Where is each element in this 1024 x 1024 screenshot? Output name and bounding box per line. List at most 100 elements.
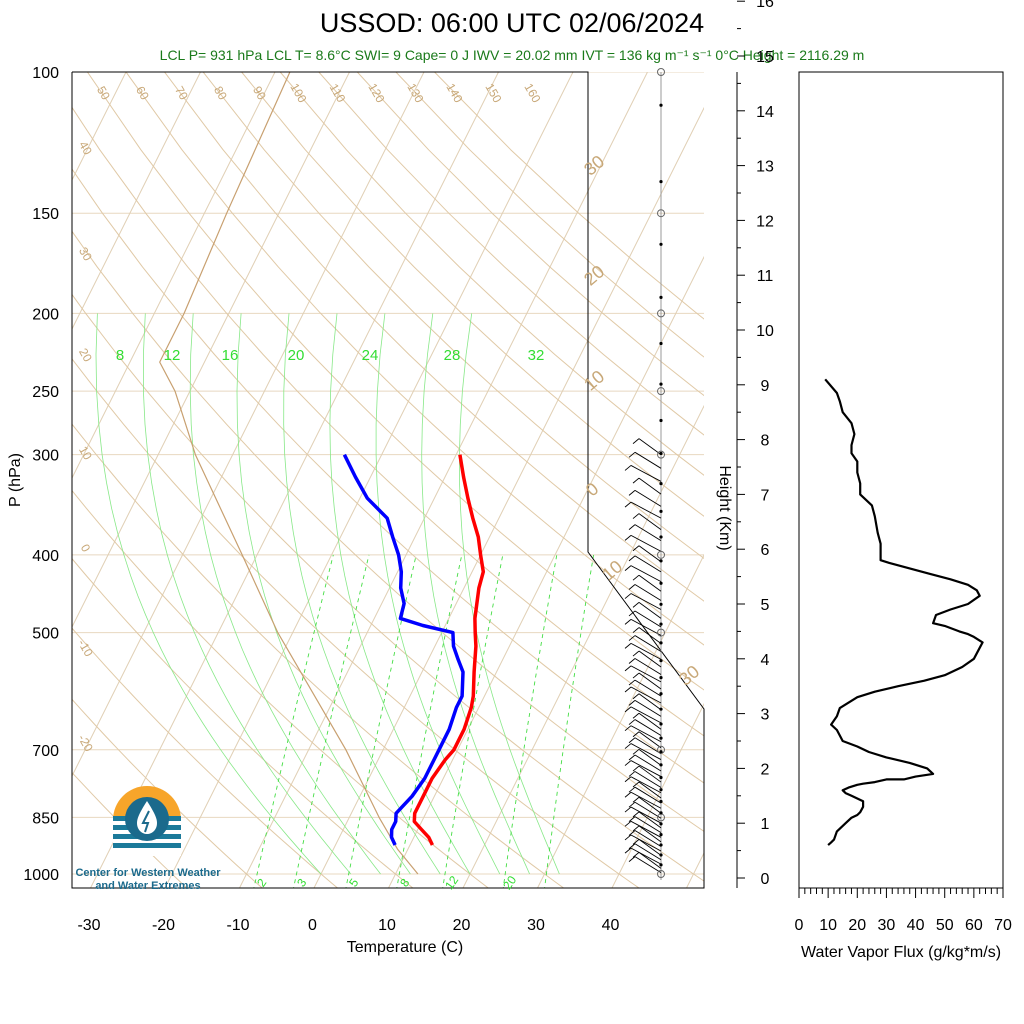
wind-barb-flag: [632, 545, 640, 552]
wind-level-dot: [659, 451, 663, 456]
wind-barb-flag: [624, 593, 632, 599]
wind-barb: [638, 825, 662, 843]
wind-barb-flag: [628, 679, 636, 686]
wind-level-dot: [659, 832, 663, 837]
wind-barb-flag: [632, 627, 640, 633]
wind-level-dot: [659, 602, 663, 606]
y-tick-label: 100: [32, 65, 59, 82]
wind-barb-flag: [628, 584, 636, 590]
mixing-ratio-label: 3: [294, 876, 309, 890]
wind-barb: [634, 786, 662, 804]
logo-wave-icon: [113, 843, 181, 848]
wind-level-dot: [659, 418, 663, 423]
moist-adiabat-4: [142, 313, 352, 875]
moist-adiabat-8: [189, 313, 381, 875]
wind-barb: [630, 642, 662, 660]
dry-adiabat-70: [72, 168, 704, 784]
wind-barb-flag: [624, 535, 632, 541]
height-tick-label: 16: [756, 0, 774, 11]
wind-calm-marker: [657, 209, 665, 218]
mixing-ratio-label: 2: [254, 876, 269, 890]
wind-barb: [630, 706, 662, 724]
mixing-ratio-label: 12: [164, 347, 181, 364]
dry-adiabat-150: [318, 72, 704, 436]
isotherm-40: [611, 702, 704, 888]
wind-barb: [638, 650, 662, 668]
moist-adiabat-12: [236, 313, 411, 875]
wind-barb-flag: [632, 811, 640, 818]
wind-barb: [638, 781, 662, 799]
mixing-ratio-line-5: [345, 554, 417, 888]
dry-adiabat-90: [86, 72, 704, 691]
wind-barb-flag: [624, 565, 632, 572]
height-tick-label: 9: [761, 378, 770, 395]
moist-adiabat-20: [329, 313, 471, 875]
wind-barb-flag: [628, 801, 636, 808]
isotherm--20: [164, 72, 574, 888]
wind-barb: [638, 852, 662, 869]
wind-barb-flag: [624, 776, 632, 783]
moist-adiabat-0: [95, 313, 322, 875]
isotherm-30: [536, 553, 704, 888]
moist-adiabat-label: 20: [580, 261, 608, 289]
wind-barb: [630, 465, 662, 482]
wind-barb-flag: [628, 737, 636, 744]
dry-adiabat-0: [72, 627, 339, 888]
wind-level-dot: [659, 341, 663, 346]
wind-barb: [638, 748, 662, 766]
wind-barb-flag: [628, 754, 636, 761]
wind-calm-marker: [657, 387, 665, 396]
wind-barb: [638, 731, 662, 749]
height-axis-label: Height (Km): [716, 465, 733, 550]
wind-barb-flag: [632, 765, 640, 772]
wind-level-dot: [659, 692, 663, 696]
wind-level-dot: [659, 482, 663, 486]
wind-barb: [634, 771, 662, 788]
dry-adiabat-label: 10: [76, 444, 95, 463]
dry-adiabat-label: 160: [521, 81, 543, 106]
flux-axis-label: Water Vapor Flux (g/kg*m/s): [801, 944, 1001, 961]
wind-barb: [638, 796, 662, 814]
wind-barb-flag: [624, 760, 632, 766]
height-tick-label: 6: [761, 542, 770, 559]
wind-barb-flag: [632, 574, 640, 581]
dry-adiabat-label: 70: [172, 84, 191, 103]
wind-level-dot: [659, 853, 663, 857]
y-axis-label: P (hPa): [7, 453, 24, 507]
flux-tick-label: 20: [848, 917, 866, 934]
dry-adiabat--20: [72, 771, 188, 888]
dry-adiabat-140: [279, 72, 704, 476]
moist-adiabat-16: [283, 313, 441, 875]
wind-barb-flag: [632, 602, 640, 608]
moist-adiabat-label: 10: [580, 366, 608, 394]
mixing-ratio-label: 32: [528, 347, 545, 364]
isotherm--40: [72, 72, 425, 778]
y-tick-label: 1000: [23, 867, 59, 884]
x-tick-label: 10: [378, 917, 396, 934]
dry-adiabat-label: 150: [482, 81, 504, 106]
wind-barb: [638, 765, 662, 783]
flux-tick-label: 60: [965, 917, 983, 934]
wind-barb-flag: [624, 665, 632, 672]
wind-barb: [634, 699, 662, 717]
wind-barb: [634, 816, 662, 834]
wind-barb: [630, 593, 662, 610]
mixing-ratio-label: 20: [500, 873, 519, 892]
wind-barb: [634, 610, 662, 628]
height-tick-label: 1: [761, 816, 770, 833]
y-tick-label: 400: [32, 548, 59, 565]
wind-barb-flag: [632, 477, 640, 484]
mixing-ratio-line-8: [396, 554, 463, 888]
wind-barb: [638, 513, 662, 530]
wind-level-dot: [659, 622, 663, 626]
wind-barb-flag: [632, 650, 640, 657]
x-axis-label: Temperature (C): [347, 939, 463, 956]
wind-barb-flag: [632, 839, 640, 845]
flux-profile: [824, 378, 984, 846]
moist-adiabat-label: 10: [598, 556, 626, 584]
mixing-ratio-label: 28: [444, 347, 461, 364]
height-tick-label: 4: [761, 652, 770, 669]
wind-barb-flag: [624, 465, 632, 471]
x-tick-label: 40: [602, 917, 620, 934]
